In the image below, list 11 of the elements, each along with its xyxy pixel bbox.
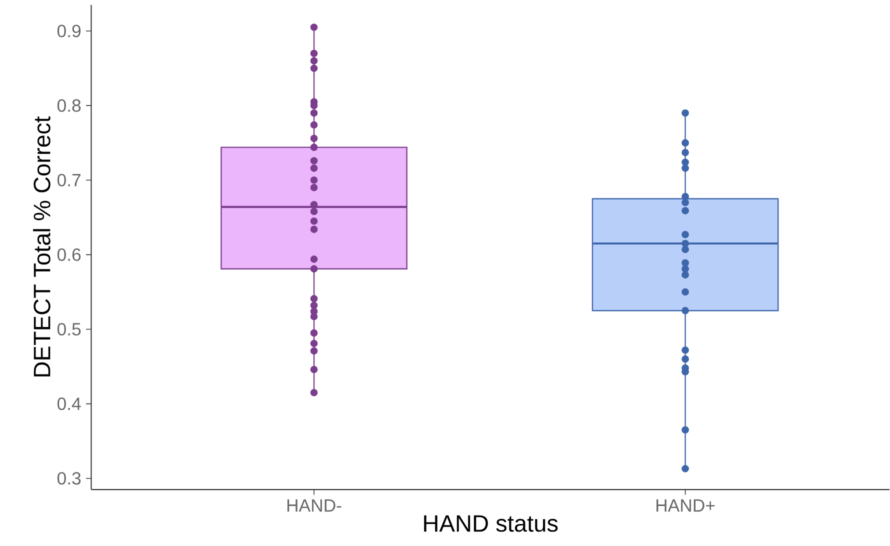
y-tick-label: 0.4: [57, 398, 81, 410]
x-tick-label: HAND+: [656, 500, 715, 512]
y-tick-label: 0.3: [57, 472, 81, 485]
x-axis-title: HAND status: [424, 516, 558, 532]
y-tick-label: 0.7: [57, 174, 80, 187]
y-tick-label: 0.6: [57, 248, 81, 262]
x-tick-label: HAND-: [287, 500, 342, 512]
y-tick-label: 0.8: [57, 100, 81, 112]
y-axis-title: DETECT Total % Correct: [33, 116, 50, 377]
y-tick-label: 0.5: [57, 323, 81, 336]
y-tick-label: 0.9: [57, 24, 81, 38]
